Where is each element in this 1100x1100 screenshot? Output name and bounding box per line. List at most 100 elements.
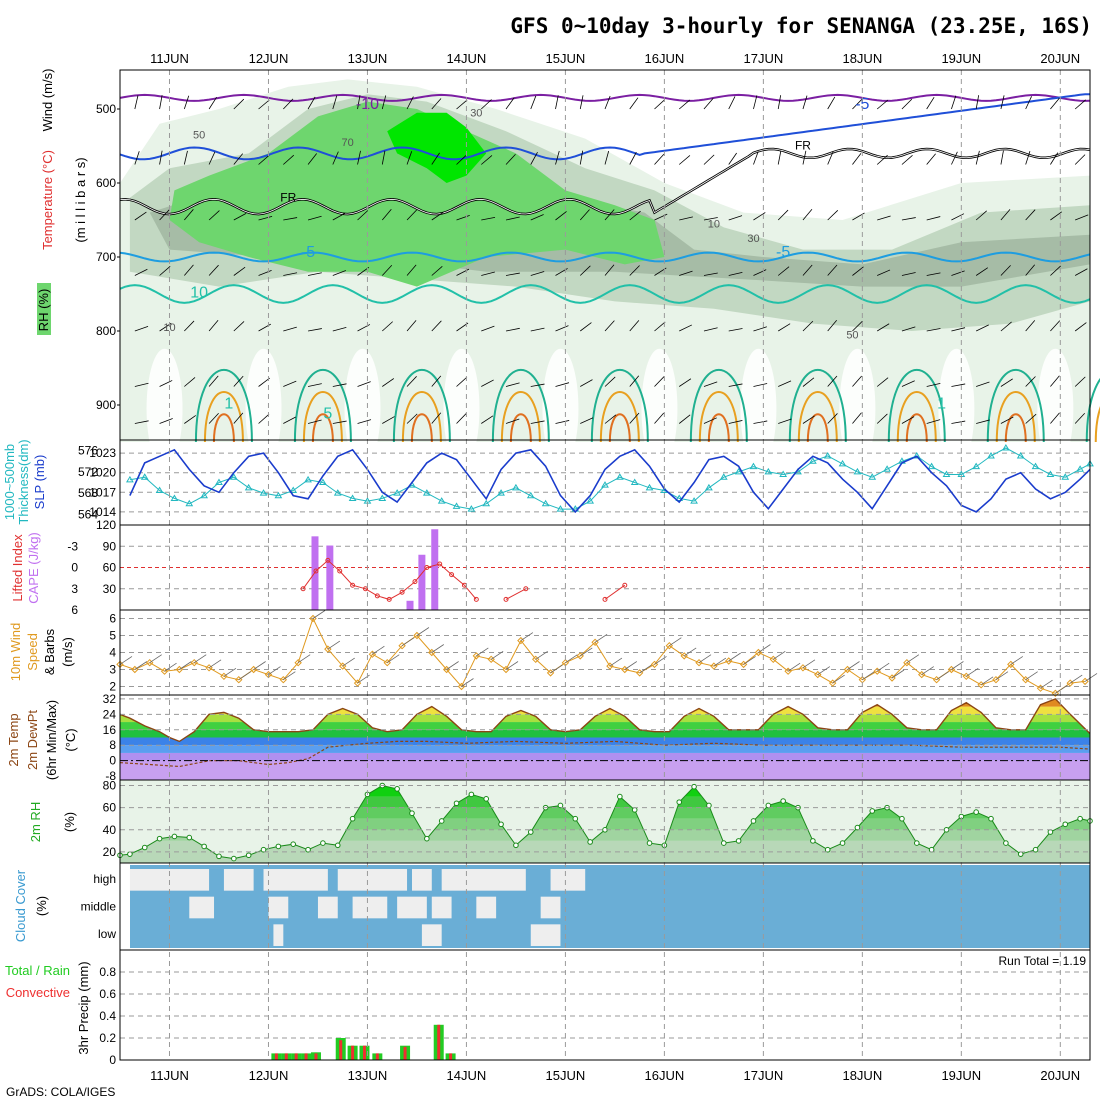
wind-barb <box>1025 320 1036 332</box>
wind-barb <box>976 381 990 387</box>
temp-band <box>120 760 1090 780</box>
li-tick: 3 <box>71 582 78 596</box>
cloud-level-label: high <box>93 872 116 886</box>
thickness-marker <box>393 489 402 496</box>
wind-barb <box>134 382 149 387</box>
surface-wind-barb <box>906 654 920 664</box>
wind-barb <box>901 416 915 424</box>
temp-tick: 24 <box>103 707 117 721</box>
surface-warm-contour <box>203 391 244 443</box>
wind-barb <box>208 375 219 387</box>
slp-thickness-panel: 1023 1020 1017 1014 576 572 568 564 <box>78 444 1094 521</box>
rh-swatch <box>37 283 51 335</box>
wind-barb <box>530 420 545 424</box>
temp-band <box>120 752 1090 761</box>
wind-barb <box>901 380 915 387</box>
surface-warm-contour <box>1094 406 1100 443</box>
temp-tick: -8 <box>105 769 116 783</box>
li-line-2 <box>505 588 527 600</box>
freezing-level-highlight <box>119 148 1091 215</box>
wind-barb <box>802 415 815 424</box>
wind-label-3: & Barbs <box>42 628 57 675</box>
wind-barb <box>456 376 468 387</box>
wind-barb <box>555 382 570 387</box>
cape-bar <box>406 600 414 610</box>
wind-barb <box>283 326 297 332</box>
wind-barb <box>307 328 322 332</box>
rh-marker <box>334 842 341 849</box>
surface-wind-barb <box>134 661 148 670</box>
wind-barb <box>283 217 298 221</box>
wind-barb <box>876 99 889 110</box>
wind-barb <box>134 95 139 110</box>
wind-barb <box>951 383 966 387</box>
wind-barb <box>357 381 371 387</box>
thickness-marker <box>437 497 446 504</box>
precip-legend-total: Total / Rain <box>5 963 70 978</box>
wind-barb <box>530 327 545 332</box>
wind-barb <box>1050 152 1059 165</box>
surface-warm-contour <box>410 413 433 443</box>
temp-band <box>120 722 1090 730</box>
thickness-marker <box>497 489 505 496</box>
wind-barb <box>877 215 891 221</box>
li-marker <box>602 596 608 602</box>
wind-barb <box>926 419 941 424</box>
rh-marker <box>275 843 282 850</box>
contour-label: 1 <box>224 396 233 413</box>
wind-barb <box>283 416 296 424</box>
wind-barb <box>951 95 957 110</box>
precip-legend-conv: Convective <box>6 985 70 1000</box>
diurnal-pocket <box>641 348 678 469</box>
wind-barb <box>728 152 737 165</box>
wind-barb <box>827 210 839 221</box>
surface-warm-contour <box>797 391 838 443</box>
wind-barb <box>604 264 615 276</box>
wind-tick: 6 <box>109 612 116 626</box>
thickness-marker <box>512 483 520 491</box>
wind-barb <box>1025 96 1032 110</box>
thickness-marker <box>690 497 698 504</box>
wind-barb <box>382 378 395 387</box>
wind-barb <box>827 264 838 276</box>
temp-label-3: (6hr Min/Max) <box>44 700 59 780</box>
wind-barb <box>406 264 417 276</box>
wind-barb <box>283 272 298 276</box>
wind-barb <box>579 209 590 221</box>
rh-marker <box>572 815 579 822</box>
cloud-cell-high <box>223 869 254 891</box>
surface-wind-barb <box>817 666 831 675</box>
wind-barb <box>951 327 966 332</box>
rh-marker <box>290 841 297 847</box>
li-marker <box>337 568 343 574</box>
surface-wind-barb <box>535 650 548 660</box>
cloud-cell-high <box>411 869 432 891</box>
temp-legend-label: Temperature (°C) <box>40 150 55 250</box>
pressure-tick: 600 <box>96 176 116 190</box>
top-date-label: 16JUN <box>645 51 685 66</box>
rh-marker <box>750 818 757 824</box>
wind-barb <box>975 95 980 110</box>
wind-barb <box>604 320 615 332</box>
wind-barb <box>1050 375 1060 387</box>
thickness-marker <box>348 494 357 501</box>
thickness-marker <box>972 462 981 470</box>
wind-barb <box>208 151 216 165</box>
surface-wind-barb <box>149 654 162 664</box>
wind-barb <box>1074 99 1086 110</box>
wind-barb <box>208 264 219 276</box>
wind-barb <box>456 154 467 165</box>
surface-warm-contour <box>608 413 631 443</box>
rh-marker <box>127 851 133 857</box>
surface-wind-barb <box>1069 674 1083 684</box>
wind-barb <box>208 412 219 424</box>
wind-barb <box>382 321 393 332</box>
cloud-label-2: (%) <box>34 896 49 916</box>
wind-barb <box>406 413 418 424</box>
surface-wind-barb <box>446 661 459 670</box>
pressure-tick: 500 <box>96 102 116 116</box>
cloud-panel: high middle low <box>81 865 1090 948</box>
li-tick: 6 <box>71 603 78 617</box>
surface-wind-barb <box>520 632 534 641</box>
precip-conv-bar <box>362 1045 366 1060</box>
